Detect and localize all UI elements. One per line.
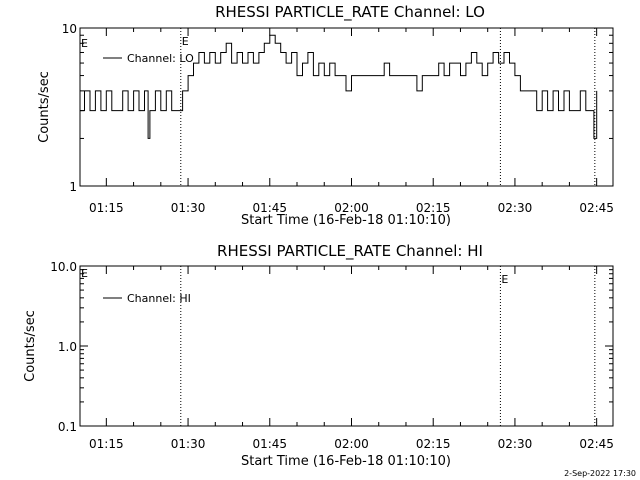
x-tick-labels-lo: 01:15 01:30 01:45 02:00 02:15 02:30 02:45 xyxy=(89,201,614,215)
y-axis-label-lo: Counts/sec xyxy=(37,71,52,143)
x-tick-labels-hi: 01:15 01:30 01:45 02:00 02:15 02:30 02:45 xyxy=(89,437,614,451)
corner-label-lo: E xyxy=(81,37,88,50)
x-axis-label-lo: Start Time (16-Feb-18 01:10:10) xyxy=(241,213,451,228)
x-tick-label: 02:30 xyxy=(498,201,533,215)
y-tick-label-hi-10: 10.0 xyxy=(50,260,77,274)
x-tick-label: 02:15 xyxy=(416,437,451,451)
axis-ticks-lo xyxy=(80,27,613,187)
x-tick-label: 02:45 xyxy=(579,201,614,215)
x-tick-label: 02:00 xyxy=(334,201,369,215)
axis-ticks-hi xyxy=(80,265,613,427)
plot-frame-lo xyxy=(79,27,614,187)
series-line-channel-lo xyxy=(80,34,598,139)
y-tick-label-hi-1: 1.0 xyxy=(58,340,77,354)
x-tick-label: 02:45 xyxy=(579,437,614,451)
event-markers-hi: E xyxy=(180,266,596,426)
x-tick-label: 01:30 xyxy=(171,201,206,215)
x-tick-label: 01:45 xyxy=(252,201,287,215)
legend-label-lo: Channel: LO xyxy=(127,52,194,65)
event-marker-label: E xyxy=(501,273,508,286)
panel-lo: RHESSI PARTICLE_RATE Channel: LO 1 10 Co… xyxy=(37,3,614,228)
y-tick-label-lo-1: 1 xyxy=(69,180,77,194)
footer-timestamp: 2-Sep-2022 17:30 xyxy=(564,469,636,478)
x-axis-label-hi: Start Time (16-Feb-18 01:10:10) xyxy=(241,454,451,469)
plot-frame-hi xyxy=(79,265,614,427)
x-tick-label: 02:15 xyxy=(416,201,451,215)
y-tick-label-lo-10: 10 xyxy=(62,22,77,36)
event-marker-label: E xyxy=(182,35,189,48)
x-tick-label: 01:30 xyxy=(171,437,206,451)
chart-title-hi: RHESSI PARTICLE_RATE Channel: HI xyxy=(217,242,483,261)
x-tick-label: 02:00 xyxy=(334,437,369,451)
y-axis-label-hi: Counts/sec xyxy=(23,310,38,382)
chart-title-lo: RHESSI PARTICLE_RATE Channel: LO xyxy=(215,3,485,22)
x-tick-label: 01:45 xyxy=(252,437,287,451)
legend-label-hi: Channel: HI xyxy=(127,292,191,305)
x-tick-label: 01:15 xyxy=(89,437,124,451)
x-tick-label: 02:30 xyxy=(498,437,533,451)
panel-hi: RHESSI PARTICLE_RATE Channel: HI 0.1 1.0… xyxy=(23,242,614,469)
corner-label-hi: E xyxy=(81,267,88,280)
y-tick-label-hi-0.1: 0.1 xyxy=(58,420,77,434)
event-markers-lo: E xyxy=(180,28,596,186)
x-tick-label: 01:15 xyxy=(89,201,124,215)
